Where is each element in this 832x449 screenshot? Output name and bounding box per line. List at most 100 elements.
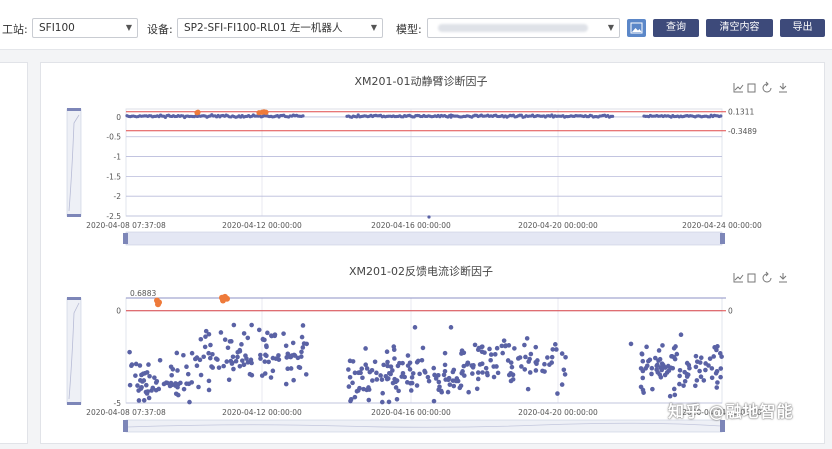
- chart-1-y-zoom-slider[interactable]: [66, 108, 82, 217]
- data-point: [405, 353, 411, 358]
- chart-1-x-zoom-slider[interactable]: [123, 231, 725, 246]
- slider-handle-left[interactable]: [123, 420, 128, 432]
- chart-1-grid: [125, 108, 723, 217]
- export-button[interactable]: 导出: [780, 19, 825, 37]
- data-point: [409, 380, 415, 386]
- data-point: [270, 368, 276, 374]
- y-tick-label: -2.5: [106, 212, 121, 221]
- data-point: [492, 352, 498, 357]
- slider-handle-left[interactable]: [123, 233, 128, 244]
- data-point: [505, 358, 511, 363]
- line-chart-icon[interactable]: [733, 83, 744, 93]
- data-point: [709, 375, 715, 381]
- y-tick-label: -0.5: [106, 133, 121, 142]
- data-point: [494, 345, 500, 351]
- data-point: [638, 384, 644, 390]
- data-point: [146, 362, 151, 367]
- data-point: [181, 386, 187, 392]
- data-point: [226, 377, 232, 383]
- data-point: [701, 378, 707, 383]
- chevron-down-icon: ▼: [125, 23, 132, 32]
- data-point: [363, 362, 368, 368]
- data-point: [357, 370, 362, 375]
- chevron-down-icon: ▼: [370, 23, 377, 32]
- clear-content-button[interactable]: 清空内容: [706, 19, 773, 37]
- data-point: [445, 389, 451, 395]
- data-point: [184, 364, 189, 370]
- data-point: [244, 356, 249, 361]
- query-button[interactable]: 查询: [653, 19, 699, 37]
- data-point: [479, 344, 485, 350]
- restore-icon[interactable]: [747, 83, 756, 93]
- filter-toolbar: 工站: SFI100 ▼ 设备: SP2-SFI-FI100-RL01 左一机器…: [0, 0, 832, 50]
- left-panel: [0, 62, 28, 444]
- data-point: [475, 376, 481, 382]
- data-point: [510, 372, 516, 377]
- data-point: [442, 368, 448, 374]
- refresh-icon[interactable]: [762, 81, 772, 93]
- alarm-point: [256, 110, 262, 116]
- data-point: [400, 370, 406, 376]
- data-point: [392, 376, 397, 382]
- data-point: [643, 366, 649, 371]
- data-point: [390, 368, 395, 373]
- x-tick-label: 2020-04-16 00:00:00: [371, 408, 451, 417]
- station-select[interactable]: SFI100 ▼: [32, 18, 138, 38]
- download-icon[interactable]: [779, 83, 787, 93]
- refresh-icon[interactable]: [762, 271, 772, 283]
- data-point: [682, 369, 687, 375]
- alarm-point: [195, 109, 201, 115]
- slider-handle-right[interactable]: [720, 420, 725, 432]
- threshold-label: 0: [728, 307, 733, 316]
- data-point: [385, 376, 391, 381]
- data-point: [435, 372, 441, 378]
- data-point: [670, 365, 676, 371]
- data-point: [549, 354, 555, 360]
- model-select[interactable]: ▼: [427, 18, 620, 38]
- data-point: [649, 371, 654, 377]
- data-point: [533, 344, 539, 350]
- data-point: [283, 343, 289, 349]
- chart-2-y-zoom-slider[interactable]: [66, 297, 82, 405]
- data-point: [480, 370, 485, 375]
- chart-2-x-zoom-slider[interactable]: [123, 419, 725, 433]
- threshold-label: -0.3489: [728, 127, 757, 136]
- x-tick-label: 2020-04-16 00:00:00: [371, 221, 451, 230]
- data-point: [660, 343, 665, 348]
- data-point: [628, 341, 634, 347]
- data-point: [517, 355, 523, 360]
- data-point: [534, 361, 539, 367]
- data-point: [671, 386, 677, 392]
- data-point: [231, 366, 236, 372]
- data-point: [562, 372, 568, 377]
- data-point: [175, 381, 181, 387]
- data-point: [458, 383, 464, 389]
- x-tick-label: 2020-04-24 00:00:00: [682, 408, 762, 417]
- data-point: [387, 370, 392, 376]
- data-point: [296, 364, 302, 370]
- y-tick-label: 0: [116, 113, 121, 122]
- data-point: [474, 386, 480, 392]
- y-tick-label: -1: [114, 153, 122, 162]
- data-point: [374, 370, 379, 376]
- slider-handle-right[interactable]: [720, 233, 725, 244]
- data-point: [672, 392, 678, 398]
- data-point: [678, 332, 684, 338]
- data-point: [385, 359, 390, 365]
- data-point: [230, 354, 236, 360]
- data-point: [459, 348, 465, 353]
- threshold-label: 0.6883: [130, 289, 156, 298]
- data-point: [653, 355, 658, 361]
- image-view-button[interactable]: [627, 19, 646, 37]
- threshold-label: 0.1311: [728, 108, 754, 117]
- data-point: [197, 357, 203, 363]
- y-tick-label: -5: [114, 399, 122, 408]
- data-point: [152, 375, 157, 380]
- chart-1-points: [125, 109, 723, 219]
- model-label: 模型:: [396, 23, 422, 36]
- data-point: [460, 369, 465, 374]
- device-select[interactable]: SP2-SFI-FI100-RL01 左一机器人 ▼: [177, 18, 383, 38]
- download-icon[interactable]: [779, 273, 787, 283]
- line-chart-icon[interactable]: [733, 273, 744, 283]
- restore-icon[interactable]: [747, 273, 756, 283]
